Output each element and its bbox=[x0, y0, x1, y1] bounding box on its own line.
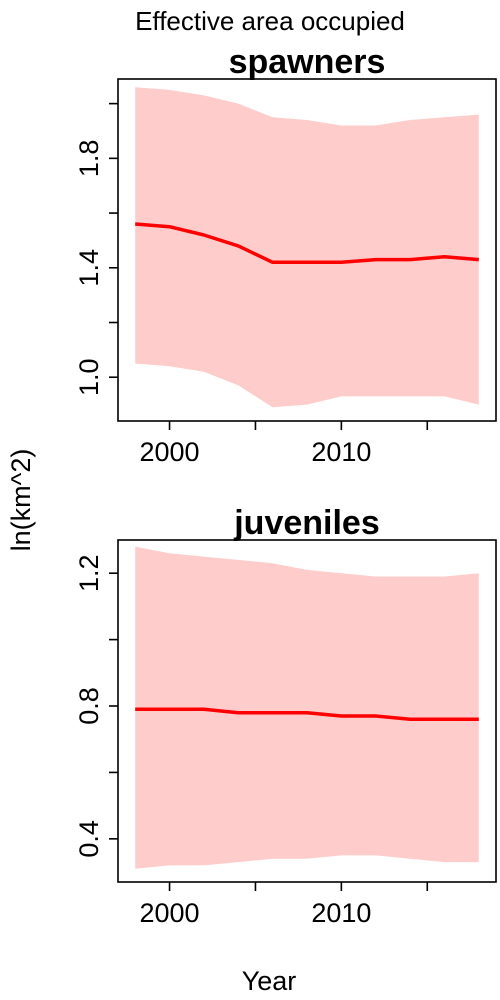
y-tick-label: 1.2 bbox=[74, 554, 104, 592]
y-tick-label: 1.8 bbox=[74, 140, 104, 178]
y-tick-label: 0.4 bbox=[74, 820, 104, 858]
confidence-band bbox=[135, 546, 479, 869]
figure-title: Effective area occupied bbox=[135, 6, 405, 36]
confidence-band bbox=[135, 87, 479, 408]
x-axis-title: Year bbox=[242, 966, 297, 996]
y-tick-label: 1.4 bbox=[74, 249, 104, 287]
y-tick-label: 0.8 bbox=[74, 687, 104, 725]
series-line bbox=[135, 707, 479, 722]
panel-juveniles: juveniles 2000 2010 0.4 0.8 1.2 bbox=[74, 504, 497, 928]
series-line bbox=[135, 222, 479, 265]
y-axis-title: ln(km^2) bbox=[6, 449, 36, 552]
x-tick-label: 2010 bbox=[311, 898, 371, 928]
x-tick-label: 2000 bbox=[140, 898, 200, 928]
panel-title: spawners bbox=[229, 43, 386, 81]
panel-title: juveniles bbox=[233, 504, 380, 542]
y-tick-label: 1.0 bbox=[74, 358, 104, 396]
plot-frame bbox=[117, 539, 497, 883]
x-tick-label: 2000 bbox=[140, 437, 200, 467]
x-tick-label: 2010 bbox=[311, 437, 371, 467]
panel-spawners: spawners 2000 2010 1.0 1.4 1.8 bbox=[74, 43, 497, 467]
plot-frame bbox=[117, 78, 497, 422]
